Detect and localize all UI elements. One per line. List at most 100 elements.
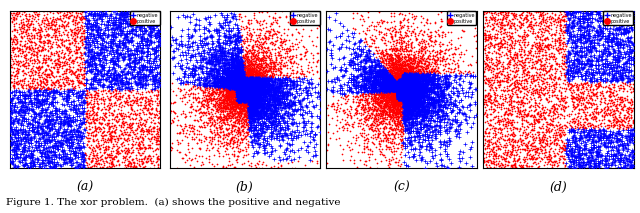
Point [383,114,394,117]
Point [383,88,394,91]
Point [151,48,161,52]
Point [375,67,385,71]
Point [135,76,145,80]
Point [69,15,79,19]
Point [598,85,608,89]
Point [344,63,354,66]
Point [123,81,133,84]
Point [413,94,423,97]
Point [400,90,410,93]
Point [418,105,428,109]
Point [511,15,522,18]
Point [238,85,248,88]
Point [388,93,399,96]
Point [422,86,432,90]
Point [399,83,410,87]
Point [228,85,238,88]
Point [5,98,15,101]
Point [245,82,255,85]
Point [240,108,250,112]
Point [527,32,538,35]
Point [246,91,257,94]
Point [118,39,129,42]
Point [212,132,223,136]
Point [400,89,410,92]
Point [568,150,579,154]
Point [587,110,597,114]
Point [247,81,257,85]
Point [399,80,410,83]
Point [237,96,247,100]
Point [60,77,70,81]
Point [395,88,405,92]
Point [484,138,495,142]
Point [17,78,27,82]
Point [619,42,629,46]
Point [129,64,140,68]
Point [42,17,52,20]
Point [239,76,249,79]
Point [532,41,542,44]
Point [497,38,507,41]
Point [250,81,260,85]
Point [454,82,464,86]
Point [28,164,38,168]
Point [234,88,244,92]
Point [383,91,393,95]
Point [28,163,38,167]
Point [77,159,88,163]
Point [266,83,276,87]
Point [396,88,406,91]
Point [388,67,398,70]
Point [239,65,249,68]
Point [221,75,232,78]
Point [616,105,627,108]
Point [589,163,599,166]
Point [232,99,243,102]
Point [234,17,244,21]
Point [390,83,400,86]
Point [429,61,440,65]
Point [381,72,391,75]
Point [498,37,508,41]
Point [534,139,545,143]
Point [397,89,408,92]
Point [558,42,568,46]
Point [417,84,427,88]
Point [484,57,494,60]
Point [224,98,234,101]
Point [233,90,243,94]
Point [108,153,118,157]
Point [390,137,400,140]
Point [409,94,419,97]
Point [392,99,403,102]
Point [239,89,250,92]
Point [499,66,509,69]
Point [28,53,38,57]
Point [234,78,244,82]
Point [442,152,452,155]
Point [154,37,164,40]
Point [506,98,516,102]
Point [613,44,623,47]
Point [515,109,525,113]
Point [240,89,250,92]
Point [239,84,249,87]
Point [258,97,268,101]
Point [385,87,396,91]
Point [269,98,280,101]
Point [583,58,593,62]
Point [387,99,397,102]
Point [115,12,125,16]
Point [404,80,415,83]
Point [20,129,31,132]
Point [395,129,405,132]
Point [396,82,406,85]
Point [380,36,390,40]
Point [386,102,396,105]
Point [254,73,264,77]
Point [220,88,230,91]
Point [68,103,79,107]
Point [238,73,248,77]
Point [253,81,263,84]
